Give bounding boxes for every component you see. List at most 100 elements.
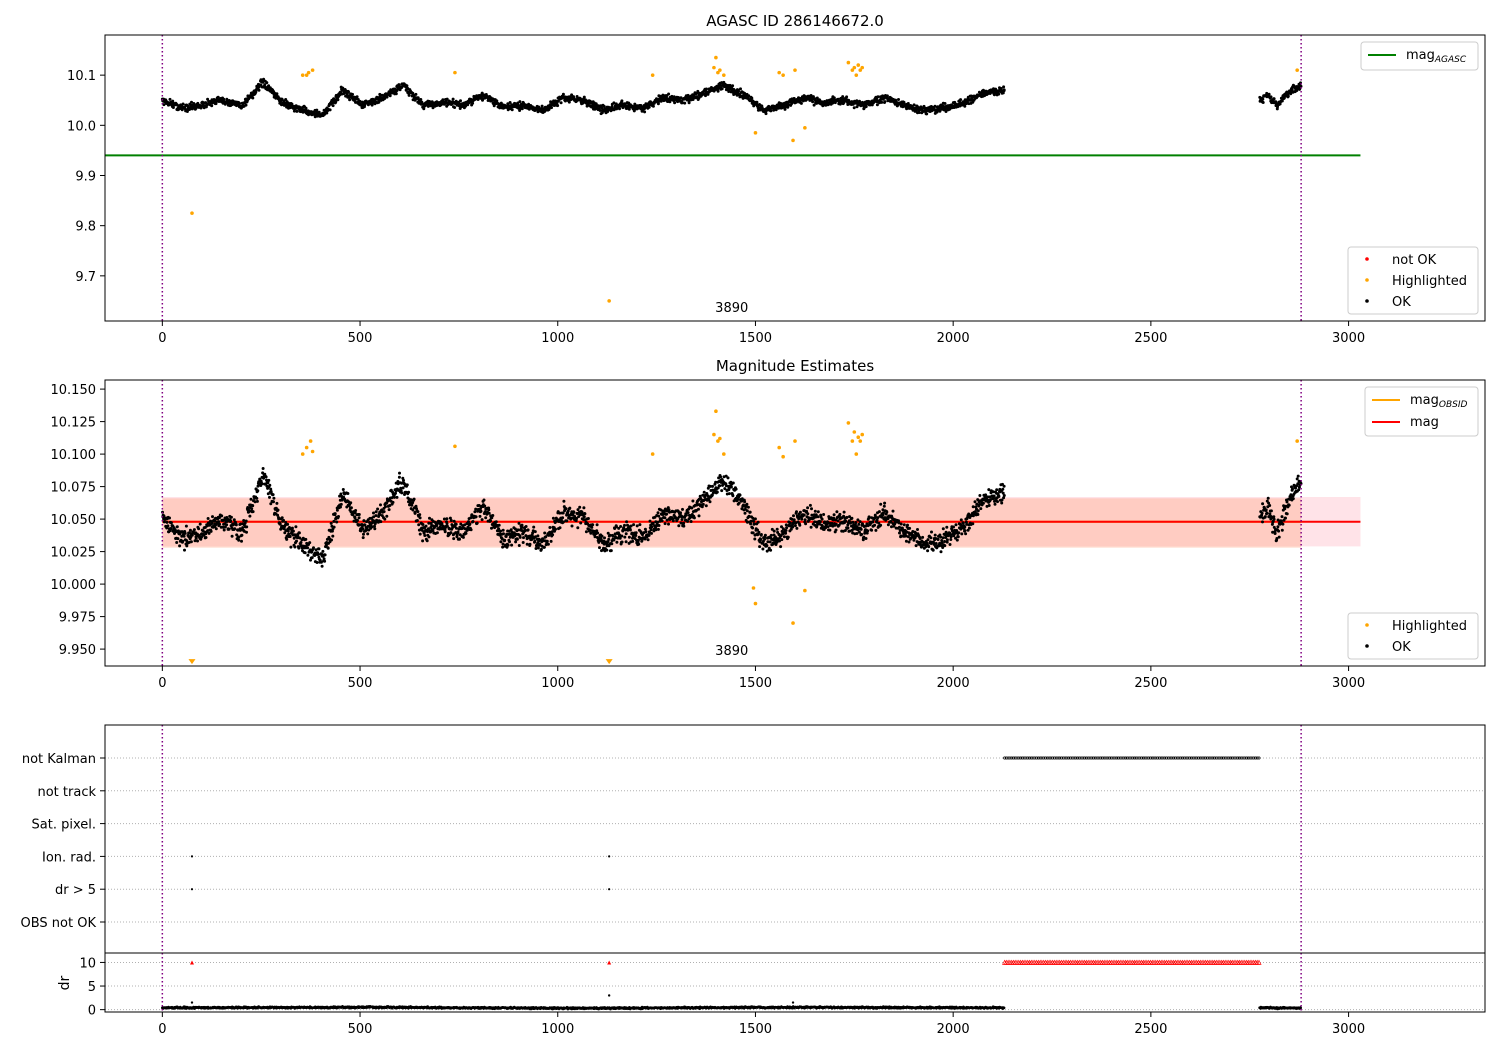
magnitude-ok-point <box>337 515 340 518</box>
agasc-ok-point <box>328 108 332 112</box>
magnitude-ok-point <box>355 519 359 522</box>
magnitude-ok-point <box>427 535 431 539</box>
magnitude-ok-point <box>987 504 991 507</box>
magnitude-xtick-label: 500 <box>348 676 373 691</box>
magnitude-ok-point <box>275 501 279 505</box>
magnitude-ok-point <box>682 524 686 528</box>
magnitude-ok-point <box>421 539 425 543</box>
magnitude-ok-point <box>930 530 933 534</box>
agasc-ok-point <box>238 102 242 105</box>
agasc-highlighted-point <box>650 73 655 77</box>
agasc-ok-point <box>168 97 172 101</box>
magnitude-ok-point <box>860 532 864 536</box>
agasc-ok-point <box>304 106 308 110</box>
magnitude-ok-point <box>979 507 983 511</box>
agasc-ok-point <box>334 100 338 104</box>
magnitude-ok-point <box>835 510 839 514</box>
magnitude-ok-point <box>779 545 783 549</box>
magnitude-ok-point <box>800 517 804 521</box>
magnitude-highlighted-point <box>793 439 797 443</box>
magnitude-ok-point <box>949 538 953 541</box>
magnitude-ok-point <box>745 502 749 506</box>
agasc-legend-point-label: Highlighted <box>1392 274 1467 289</box>
magnitude-ok-point <box>407 490 411 494</box>
magnitude-highlighted-point <box>854 452 859 456</box>
magnitude-ok-point <box>757 530 761 534</box>
magnitude-legend-point-marker <box>1365 644 1369 648</box>
magnitude-ok-point <box>914 544 918 548</box>
magnitude-ok-point <box>510 543 514 547</box>
magnitude-ok-point <box>1260 511 1264 515</box>
magnitude-ok-point <box>691 499 695 503</box>
magnitude-ok-point <box>846 526 850 530</box>
agasc-xtick-label: 500 <box>348 331 373 346</box>
magnitude-ok-point <box>956 535 960 539</box>
agasc-ok-point <box>183 107 187 111</box>
magnitude-ok-point <box>806 506 810 510</box>
magnitude-ok-point <box>607 537 611 541</box>
magnitude-highlighted-point <box>781 454 785 459</box>
agasc-panel-annotation: 3890 <box>715 301 748 316</box>
magnitude-ok-point <box>361 527 365 531</box>
magnitude-ok-point <box>204 536 208 539</box>
agasc-ok-point <box>451 97 455 101</box>
magnitude-ok-point <box>704 504 708 508</box>
agasc-ok-point <box>997 92 1001 96</box>
magnitude-ok-point <box>312 546 315 550</box>
magnitude-ok-point <box>898 531 901 535</box>
magnitude-ok-point <box>635 524 639 528</box>
agasc-ok-point <box>261 80 265 84</box>
magnitude-ok-point <box>746 505 750 509</box>
magnitude-ok-point <box>321 549 325 553</box>
magnitude-ok-point <box>804 522 808 526</box>
agasc-ok-point <box>453 106 457 109</box>
agasc-ok-point <box>251 96 255 100</box>
magnitude-ok-point <box>401 486 405 490</box>
magnitude-ok-point <box>803 518 807 522</box>
magnitude-ok-point <box>682 521 686 525</box>
agasc-ok-point <box>1274 100 1278 104</box>
magnitude-ok-point <box>242 519 246 522</box>
agasc-ok-point <box>783 107 787 111</box>
agasc-highlighted-point <box>793 68 797 72</box>
magnitude-ok-point <box>549 539 553 543</box>
magnitude-ok-point <box>299 541 303 544</box>
magnitude-ok-point <box>316 553 320 556</box>
magnitude-ok-point <box>605 548 609 552</box>
magnitude-ok-point <box>211 515 214 519</box>
agasc-ok-point <box>683 101 687 105</box>
magnitude-ok-point <box>758 545 762 549</box>
agasc-ok-point <box>880 100 884 104</box>
magnitude-ok-point <box>306 553 310 557</box>
magnitude-ok-point <box>684 513 688 517</box>
magnitude-ok-point <box>834 528 838 532</box>
magnitude-ok-point <box>354 509 358 512</box>
magnitude-ok-point <box>501 542 505 546</box>
magnitude-ok-point <box>671 519 675 523</box>
magnitude-ok-point <box>323 553 327 557</box>
agasc-legend-point-marker <box>1365 299 1369 303</box>
magnitude-ok-point <box>686 511 690 515</box>
magnitude-ok-point <box>546 542 550 546</box>
agasc-ok-point <box>267 84 271 88</box>
magnitude-ok-point <box>385 514 389 518</box>
magnitude-ok-point <box>261 467 265 470</box>
magnitude-ok-point <box>474 515 478 519</box>
magnitude-ok-point <box>961 521 965 525</box>
magnitude-ok-point <box>1280 528 1284 532</box>
magnitude-ok-point <box>967 526 971 530</box>
agasc-ok-point <box>716 89 720 93</box>
magnitude-ok-point <box>297 531 301 535</box>
magnitude-ok-point <box>260 482 264 486</box>
magnitude-ok-point <box>1284 516 1287 520</box>
magnitude-ok-point <box>657 514 661 518</box>
magnitude-ok-point <box>468 522 472 526</box>
magnitude-ok-point <box>425 539 429 543</box>
magnitude-ok-point <box>871 520 875 524</box>
magnitude-ok-point <box>456 530 460 534</box>
magnitude-ok-point <box>417 523 421 527</box>
agasc-ok-point <box>1272 97 1276 101</box>
magnitude-ok-point <box>480 518 484 522</box>
magnitude-ok-point <box>765 544 769 548</box>
magnitude-ok-point <box>229 519 233 523</box>
